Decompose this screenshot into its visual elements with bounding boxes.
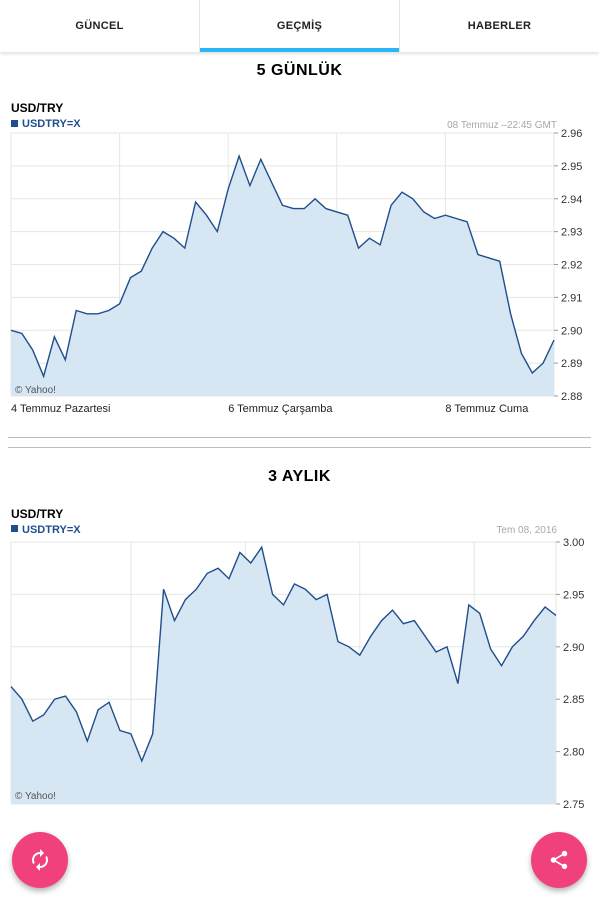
c1-y-tick-label: 2.89 [561,358,582,370]
tab-bar: GÜNCEL GEÇMİŞ HABERLER [0,0,599,52]
three-month-legend-swatch [11,525,18,532]
tab-gecmis-label: GEÇMİŞ [276,20,323,32]
three-month-watermark: © Yahoo! [15,791,56,802]
tab-haberler-label: HABERLER [467,20,532,32]
five-day-line [10,153,555,379]
five-day-area [11,156,554,396]
c1-y-tick-label: 2.91 [561,292,582,304]
tab-guncel-label: GÜNCEL [75,20,124,32]
three-month-chart-container: USD/TRY USDTRY=X Tem 08, 2016 3.00 2.95 2.… [0,502,599,812]
tab-gecmis[interactable]: GEÇMİŞ [200,0,400,52]
c1-y-tick-label: 2.95 [561,161,582,173]
section-divider-bottom [8,447,591,448]
tab-guncel[interactable]: GÜNCEL [0,0,200,52]
c2-y-tick-label: 2.75 [563,799,584,811]
c1-y-tick-label: 2.88 [561,391,582,403]
share-icon [550,850,568,870]
three-month-line [10,545,557,763]
c2-y-tick-label: 2.80 [563,747,584,759]
refresh-button[interactable] [12,832,68,888]
five-day-chart: USD/TRY USDTRY=X 08 Temmuz –22:45 GMT 2.… [10,101,582,415]
c2-y-tick-label: 3.00 [563,537,584,549]
three-month-area [11,547,556,804]
section-divider-top [8,437,591,438]
refresh-icon [32,849,48,871]
c1-x-tick-label: 6 Temmuz Çarşamba [228,403,333,415]
five-day-chart-container: USD/TRY USDTRY=X 08 Temmuz –22:45 GMT 2.… [0,96,599,426]
five-day-timestamp: 08 Temmuz –22:45 GMT [447,120,557,131]
five-day-watermark: © Yahoo! [15,385,56,396]
three-month-y-axis: 3.00 2.95 2.90 2.85 2.80 2.75 [556,537,584,811]
c1-x-tick-label: 8 Temmuz Cuma [445,403,529,415]
three-month-chart: USD/TRY USDTRY=X Tem 08, 2016 3.00 2.95 2.… [10,507,584,811]
three-month-title: 3 AYLIK [268,468,331,485]
c1-y-tick-label: 2.93 [561,227,582,239]
three-month-legend-label: USDTRY=X [22,524,81,536]
five-day-symbol-title: USD/TRY [11,101,63,115]
c2-y-tick-label: 2.85 [563,694,584,706]
c1-y-tick-label: 2.94 [561,194,582,206]
three-month-timestamp: Tem 08, 2016 [496,525,557,536]
c2-y-tick-label: 2.90 [563,642,584,654]
five-day-legend-swatch [11,120,18,127]
five-day-legend-label: USDTRY=X [22,118,81,130]
five-day-y-axis: 2.96 2.95 2.94 2.93 2.92 2.91 2.90 2.89 2.88 [554,128,582,403]
tab-haberler[interactable]: HABERLER [400,0,599,52]
bottom-bar-background [0,812,599,900]
c1-x-tick-label: 4 Temmuz Pazartesi [11,403,110,415]
c1-y-tick-label: 2.96 [561,128,582,140]
c1-y-tick-label: 2.92 [561,260,582,272]
five-day-title: 5 GÜNLÜK [256,62,343,79]
c2-y-tick-label: 2.95 [563,589,584,601]
share-button[interactable] [531,832,587,888]
c1-y-tick-label: 2.90 [561,325,582,337]
five-day-x-axis: 4 Temmuz Pazartesi 6 Temmuz Çarşamba 8 Tem… [11,403,529,415]
three-month-symbol-title: USD/TRY [11,507,63,521]
